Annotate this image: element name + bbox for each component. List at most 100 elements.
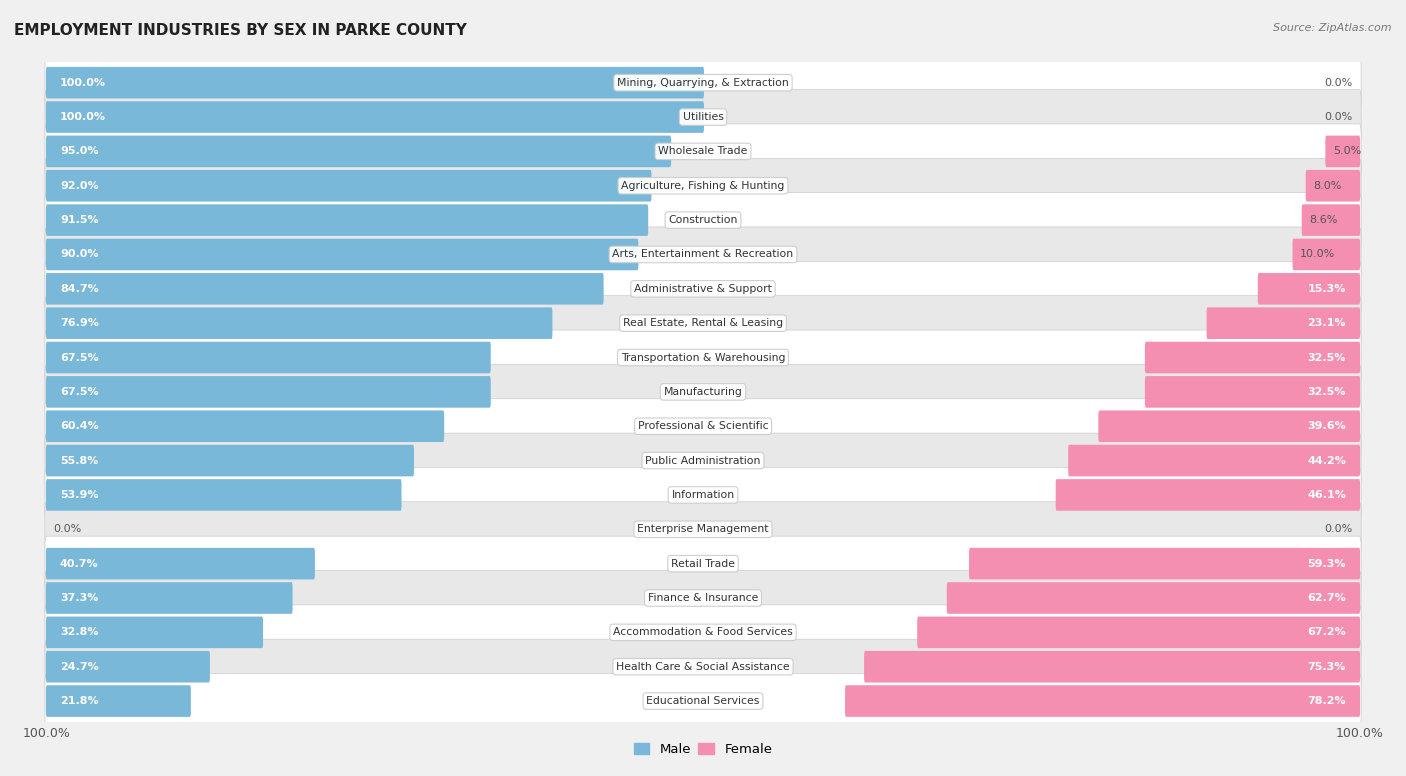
- Text: Transportation & Warehousing: Transportation & Warehousing: [621, 352, 785, 362]
- FancyBboxPatch shape: [45, 674, 1361, 729]
- Text: 0.0%: 0.0%: [1324, 525, 1353, 535]
- FancyBboxPatch shape: [865, 651, 1360, 683]
- Text: Manufacturing: Manufacturing: [664, 387, 742, 397]
- Text: 91.5%: 91.5%: [60, 215, 98, 225]
- FancyBboxPatch shape: [1306, 170, 1360, 202]
- Text: Public Administration: Public Administration: [645, 456, 761, 466]
- FancyBboxPatch shape: [46, 204, 648, 236]
- FancyBboxPatch shape: [46, 651, 209, 683]
- Text: 100.0%: 100.0%: [60, 78, 105, 88]
- FancyBboxPatch shape: [45, 536, 1361, 591]
- FancyBboxPatch shape: [1144, 341, 1360, 373]
- Text: 32.5%: 32.5%: [1308, 387, 1346, 397]
- Text: Construction: Construction: [668, 215, 738, 225]
- Text: Retail Trade: Retail Trade: [671, 559, 735, 569]
- Text: 90.0%: 90.0%: [60, 249, 98, 259]
- FancyBboxPatch shape: [45, 158, 1361, 213]
- FancyBboxPatch shape: [46, 445, 413, 476]
- Text: Real Estate, Rental & Leasing: Real Estate, Rental & Leasing: [623, 318, 783, 328]
- Text: 100.0%: 100.0%: [60, 112, 105, 122]
- FancyBboxPatch shape: [46, 307, 553, 339]
- Text: 37.3%: 37.3%: [60, 593, 98, 603]
- Text: 8.6%: 8.6%: [1309, 215, 1337, 225]
- FancyBboxPatch shape: [46, 341, 491, 373]
- FancyBboxPatch shape: [46, 411, 444, 442]
- FancyBboxPatch shape: [946, 582, 1360, 614]
- Text: 15.3%: 15.3%: [1308, 284, 1346, 294]
- Text: 76.9%: 76.9%: [60, 318, 98, 328]
- Text: 40.7%: 40.7%: [60, 559, 98, 569]
- FancyBboxPatch shape: [45, 192, 1361, 248]
- FancyBboxPatch shape: [1206, 307, 1360, 339]
- FancyBboxPatch shape: [45, 330, 1361, 385]
- Text: 67.5%: 67.5%: [60, 387, 98, 397]
- Text: 60.4%: 60.4%: [60, 421, 98, 431]
- Text: 59.3%: 59.3%: [1308, 559, 1346, 569]
- Text: Health Care & Social Assistance: Health Care & Social Assistance: [616, 662, 790, 672]
- Text: Educational Services: Educational Services: [647, 696, 759, 706]
- FancyBboxPatch shape: [1098, 411, 1360, 442]
- FancyBboxPatch shape: [45, 365, 1361, 419]
- FancyBboxPatch shape: [45, 124, 1361, 179]
- FancyBboxPatch shape: [46, 170, 651, 202]
- FancyBboxPatch shape: [45, 467, 1361, 522]
- Text: 67.2%: 67.2%: [1308, 627, 1346, 637]
- FancyBboxPatch shape: [46, 273, 603, 305]
- Text: 24.7%: 24.7%: [60, 662, 98, 672]
- Text: Wholesale Trade: Wholesale Trade: [658, 147, 748, 157]
- Text: 75.3%: 75.3%: [1308, 662, 1346, 672]
- FancyBboxPatch shape: [46, 548, 315, 580]
- FancyBboxPatch shape: [45, 502, 1361, 557]
- Text: 55.8%: 55.8%: [60, 456, 98, 466]
- FancyBboxPatch shape: [46, 582, 292, 614]
- Text: Mining, Quarrying, & Extraction: Mining, Quarrying, & Extraction: [617, 78, 789, 88]
- FancyBboxPatch shape: [45, 262, 1361, 317]
- FancyBboxPatch shape: [46, 685, 191, 717]
- Text: Professional & Scientific: Professional & Scientific: [638, 421, 768, 431]
- Text: 21.8%: 21.8%: [60, 696, 98, 706]
- Text: 46.1%: 46.1%: [1308, 490, 1346, 500]
- Text: 39.6%: 39.6%: [1308, 421, 1346, 431]
- Text: 78.2%: 78.2%: [1308, 696, 1346, 706]
- Text: 5.0%: 5.0%: [1333, 147, 1361, 157]
- FancyBboxPatch shape: [969, 548, 1360, 580]
- FancyBboxPatch shape: [46, 67, 704, 99]
- FancyBboxPatch shape: [45, 433, 1361, 488]
- Text: 0.0%: 0.0%: [1324, 112, 1353, 122]
- FancyBboxPatch shape: [46, 617, 263, 648]
- FancyBboxPatch shape: [45, 399, 1361, 454]
- FancyBboxPatch shape: [46, 479, 402, 511]
- FancyBboxPatch shape: [46, 101, 704, 133]
- FancyBboxPatch shape: [46, 376, 491, 407]
- Legend: Male, Female: Male, Female: [628, 737, 778, 761]
- FancyBboxPatch shape: [45, 570, 1361, 625]
- Text: 0.0%: 0.0%: [1324, 78, 1353, 88]
- FancyBboxPatch shape: [1056, 479, 1360, 511]
- Text: 53.9%: 53.9%: [60, 490, 98, 500]
- FancyBboxPatch shape: [45, 55, 1361, 110]
- Text: Administrative & Support: Administrative & Support: [634, 284, 772, 294]
- Text: Information: Information: [672, 490, 734, 500]
- Text: Utilities: Utilities: [682, 112, 724, 122]
- Text: Agriculture, Fishing & Hunting: Agriculture, Fishing & Hunting: [621, 181, 785, 191]
- Text: 8.0%: 8.0%: [1313, 181, 1341, 191]
- FancyBboxPatch shape: [45, 296, 1361, 351]
- Text: Source: ZipAtlas.com: Source: ZipAtlas.com: [1274, 23, 1392, 33]
- Text: 32.8%: 32.8%: [60, 627, 98, 637]
- Text: Enterprise Management: Enterprise Management: [637, 525, 769, 535]
- Text: 62.7%: 62.7%: [1308, 593, 1346, 603]
- Text: 92.0%: 92.0%: [60, 181, 98, 191]
- FancyBboxPatch shape: [45, 89, 1361, 144]
- Text: 23.1%: 23.1%: [1308, 318, 1346, 328]
- FancyBboxPatch shape: [1069, 445, 1360, 476]
- FancyBboxPatch shape: [1292, 239, 1360, 270]
- Text: 95.0%: 95.0%: [60, 147, 98, 157]
- Text: 32.5%: 32.5%: [1308, 352, 1346, 362]
- FancyBboxPatch shape: [1326, 136, 1360, 167]
- FancyBboxPatch shape: [1302, 204, 1360, 236]
- FancyBboxPatch shape: [45, 605, 1361, 660]
- FancyBboxPatch shape: [845, 685, 1360, 717]
- FancyBboxPatch shape: [917, 617, 1360, 648]
- FancyBboxPatch shape: [45, 227, 1361, 282]
- FancyBboxPatch shape: [45, 639, 1361, 695]
